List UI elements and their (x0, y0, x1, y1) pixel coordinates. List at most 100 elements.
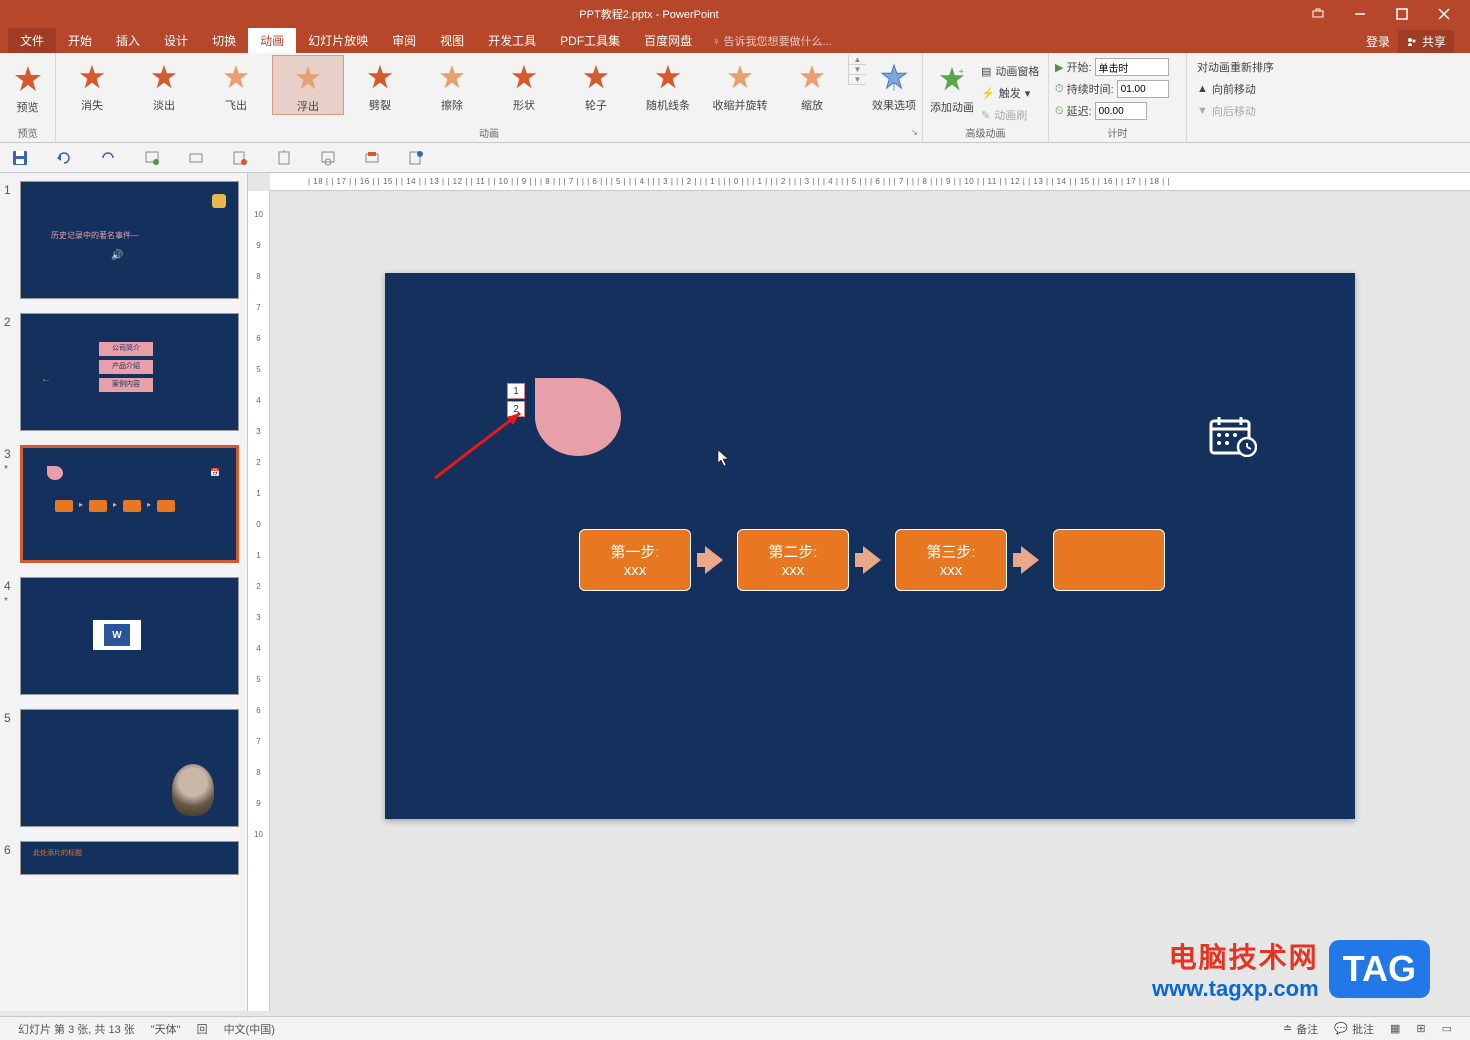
qat-btn-7[interactable] (274, 148, 294, 168)
advanced-group-label: 高级动画 (923, 125, 1048, 140)
flow-step-3[interactable]: 第三步: xxx (895, 529, 1007, 591)
up-icon: ▲ (1197, 83, 1208, 95)
ribbon-options-icon[interactable] (1298, 2, 1338, 26)
main-area: 1 历史记录中的著名事件— 🔊 2 公司简介 产品介绍 案例内容 ← 3* 📅 (0, 173, 1470, 1011)
flow-arrow-icon (1021, 546, 1039, 574)
delay-input[interactable] (1095, 102, 1147, 120)
notes-button[interactable]: ≐ 备注 (1275, 1021, 1326, 1037)
animation-pane-button[interactable]: ▤动画窗格 (977, 61, 1043, 81)
animation-painter-button[interactable]: ✎动画刷 (977, 105, 1043, 125)
tab-home[interactable]: 开始 (56, 28, 104, 53)
thumbnail-5[interactable]: 5 (0, 705, 247, 837)
view-reading-button[interactable]: ▭ (1434, 1022, 1460, 1035)
anim-floatout[interactable]: 浮出 (272, 55, 344, 115)
tab-review[interactable]: 审阅 (380, 28, 428, 53)
pink-teardrop-shape[interactable] (535, 378, 621, 456)
thumbnail-6[interactable]: 6 此处添片的标题 (0, 837, 247, 885)
qat-btn-9[interactable] (362, 148, 382, 168)
tab-view[interactable]: 视图 (428, 28, 476, 53)
share-button[interactable]: 共享 (1398, 30, 1454, 53)
qat-btn-6[interactable] (230, 148, 250, 168)
view-normal-button[interactable]: ▦ (1382, 1022, 1408, 1035)
move-backward-button[interactable]: ▼向后移动 (1193, 101, 1260, 121)
horizontal-ruler: | 18 | | 17 | | 16 | | 15 | | 14 | | 13 … (270, 173, 1470, 191)
slide-thumbnails[interactable]: 1 历史记录中的著名事件— 🔊 2 公司简介 产品介绍 案例内容 ← 3* 📅 (0, 173, 248, 1011)
maximize-button[interactable] (1382, 2, 1422, 26)
anim-split[interactable]: 劈裂 (344, 55, 416, 113)
menu-tabs: 文件 开始 插入 设计 切换 动画 幻灯片放映 审阅 视图 开发工具 PDF工具… (0, 28, 1470, 53)
thumbnail-3[interactable]: 3* 📅 ▸ ▸ ▸ (0, 441, 247, 573)
effect-options-button[interactable]: 效果选项 (866, 55, 922, 113)
anim-wheel[interactable]: 轮子 (560, 55, 632, 113)
preview-button[interactable]: 预览 (6, 57, 49, 115)
tab-animations[interactable]: 动画 (248, 28, 296, 53)
undo-button[interactable] (54, 148, 74, 168)
animations-dialog-launcher[interactable]: ↘ (908, 125, 920, 140)
add-animation-button[interactable]: + 添加动画 (927, 57, 977, 115)
flow-step-1[interactable]: 第一步: xxx (579, 529, 691, 591)
thumbnail-4[interactable]: 4* W (0, 573, 247, 705)
tab-slideshow[interactable]: 幻灯片放映 (296, 28, 380, 53)
timing-group-label: 计时 (1049, 125, 1186, 140)
comments-button[interactable]: 💬 批注 (1326, 1021, 1382, 1037)
animations-group-label: 动画 (56, 125, 922, 140)
trigger-icon: ⚡ (981, 87, 995, 100)
qat-btn-10[interactable] (406, 148, 426, 168)
add-animation-icon: + (936, 63, 968, 95)
close-button[interactable] (1424, 2, 1464, 26)
preview-group-label: 预览 (0, 125, 55, 140)
tab-transitions[interactable]: 切换 (200, 28, 248, 53)
qat-btn-5[interactable] (186, 148, 206, 168)
anim-tag-1[interactable]: 1 (507, 383, 525, 399)
gallery-down[interactable]: ▼ (849, 65, 866, 75)
slide[interactable]: 1 2 (385, 273, 1355, 819)
tab-insert[interactable]: 插入 (104, 28, 152, 53)
slide-canvas[interactable]: 1 2 (270, 191, 1470, 1011)
vertical-ruler: 10987654321012345678910 (248, 191, 270, 1011)
save-button[interactable] (10, 148, 30, 168)
gallery-more[interactable]: ▼ (849, 75, 866, 85)
anim-disappear[interactable]: 消失 (56, 55, 128, 113)
thumbnail-2[interactable]: 2 公司简介 产品介绍 案例内容 ← (0, 309, 247, 441)
gallery-nav: ▲ ▼ ▼ (848, 55, 866, 85)
tab-file[interactable]: 文件 (8, 28, 56, 53)
duration-label: 持续时间: (1067, 81, 1114, 97)
view-sorter-button[interactable]: ⊞ (1408, 1022, 1433, 1035)
tab-design[interactable]: 设计 (152, 28, 200, 53)
anim-flyout[interactable]: 飞出 (200, 55, 272, 113)
login-link[interactable]: 登录 (1366, 33, 1390, 50)
anim-shape[interactable]: 形状 (488, 55, 560, 113)
start-select[interactable] (1095, 58, 1169, 76)
tab-pdf[interactable]: PDF工具集 (548, 28, 632, 53)
tab-baidu[interactable]: 百度网盘 (632, 28, 704, 53)
duration-input[interactable] (1117, 80, 1169, 98)
anim-shrinkturn[interactable]: 收缩并旋转 (704, 55, 776, 113)
qat-btn-8[interactable] (318, 148, 338, 168)
watermark-tag: TAG (1329, 940, 1430, 998)
gallery-up[interactable]: ▲ (849, 55, 866, 65)
flow-step-4[interactable] (1053, 529, 1165, 591)
flow-step-2[interactable]: 第二步: xxx (737, 529, 849, 591)
watermark-url: www.tagxp.com (1152, 976, 1319, 1002)
flow-arrow-icon (705, 546, 723, 574)
trigger-button[interactable]: ⚡触发 ▾ (977, 83, 1043, 103)
tell-me-input[interactable]: ♀ 告诉我您想要做什么... (704, 29, 839, 53)
flow-arrow-icon (863, 546, 881, 574)
move-forward-button[interactable]: ▲向前移动 (1193, 79, 1260, 99)
redo-button[interactable] (98, 148, 118, 168)
duration-icon: ⏱ (1055, 83, 1064, 96)
language-indicator[interactable]: 中文(中国) (216, 1021, 283, 1037)
qat-btn-4[interactable] (142, 148, 162, 168)
anim-randombars[interactable]: 随机线条 (632, 55, 704, 113)
tab-developer[interactable]: 开发工具 (476, 28, 548, 53)
slide-counter[interactable]: 幻灯片 第 3 张, 共 13 张 (10, 1021, 143, 1037)
minimize-button[interactable] (1340, 2, 1380, 26)
star-icon (364, 61, 396, 93)
thumbnail-1[interactable]: 1 历史记录中的著名事件— 🔊 (0, 177, 247, 309)
anim-zoom[interactable]: 缩放 (776, 55, 848, 113)
anim-wipe[interactable]: 擦除 (416, 55, 488, 113)
title-bar: PPT教程2.pptx - PowerPoint (0, 0, 1470, 28)
star-icon (76, 61, 108, 93)
red-arrow-annotation (425, 403, 535, 483)
anim-fadeout[interactable]: 淡出 (128, 55, 200, 113)
